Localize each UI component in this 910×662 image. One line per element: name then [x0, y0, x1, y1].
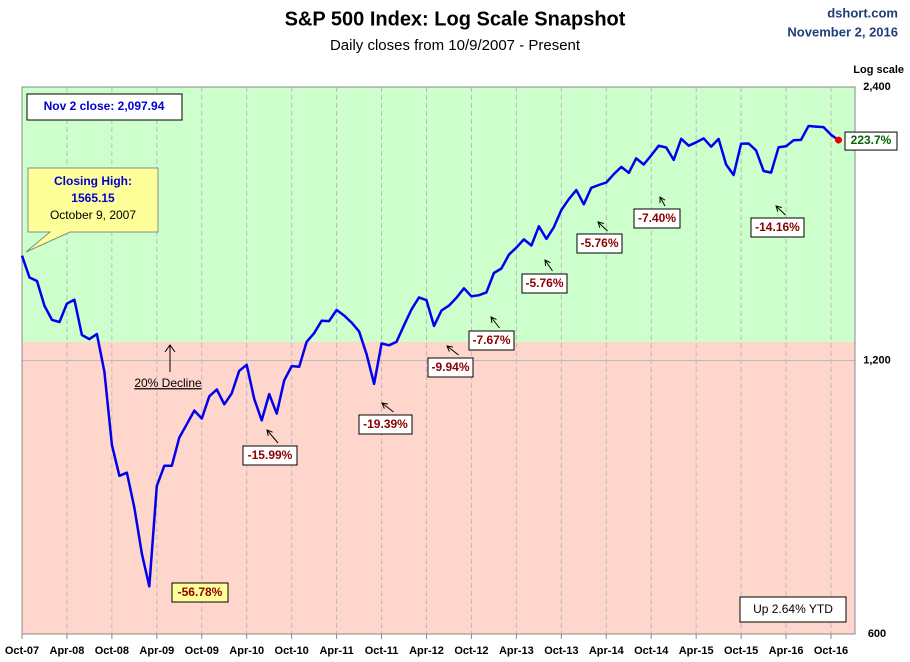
end-point [834, 136, 842, 144]
drawdown-box [576, 233, 623, 254]
drawdown-label: -7.40% [638, 211, 676, 225]
x-tick-label: Apr-09 [139, 645, 174, 657]
end-label: 223.7% [851, 133, 892, 147]
x-tick-label: Apr-15 [679, 645, 714, 657]
end-box [844, 131, 898, 151]
x-tick-label: Apr-10 [229, 645, 264, 657]
plot-frame [21, 86, 856, 635]
drawdown-box [521, 273, 568, 294]
chart-title: S&P 500 Index: Log Scale Snapshot [285, 8, 626, 30]
x-tick-label: Apr-12 [409, 645, 444, 657]
high-note: 1565.15 [71, 191, 115, 205]
source: dshort.com [827, 5, 898, 20]
x-tick-label: Oct-09 [185, 645, 219, 657]
drawdown-box [633, 208, 681, 229]
drawdown-label: -56.78% [178, 585, 223, 599]
below-zone [22, 342, 855, 634]
ytd-note: Up 2.64% YTD [753, 602, 833, 616]
drawdown-box [750, 217, 805, 238]
drawdown-box [171, 582, 229, 603]
x-tick-label: Oct-07 [5, 645, 39, 657]
x-tick-label: Oct-08 [95, 645, 129, 657]
high-note: October 9, 2007 [50, 208, 136, 222]
price-line [20, 124, 840, 588]
drawdown-arrow [544, 259, 553, 272]
x-tick-label: Apr-13 [499, 645, 534, 657]
ytd-box [739, 596, 847, 623]
scale-label: Log scale [853, 64, 904, 76]
drawdown-label: -14.16% [755, 220, 800, 234]
drawdown-arrow [775, 205, 786, 216]
drawdown-arrow [446, 345, 459, 356]
x-tick-label: Apr-16 [769, 645, 804, 657]
high-note: Closing High: [54, 174, 132, 188]
drawdown-label: -7.67% [472, 333, 510, 347]
y-tick-label: 600 [868, 628, 886, 640]
decline-arrow [164, 344, 176, 372]
close-box [26, 93, 183, 121]
x-tick-label: Oct-13 [544, 645, 578, 657]
drawdown-arrow [659, 196, 666, 207]
drawdown-box [242, 445, 298, 466]
x-tick-label: Oct-11 [365, 645, 399, 657]
drawdown-arrow [266, 429, 279, 444]
above-zone [22, 87, 855, 342]
x-tick-label: Apr-11 [319, 645, 353, 657]
x-tick-label: Oct-10 [275, 645, 309, 657]
decline-note: 20% Decline [134, 376, 202, 390]
y-tick-label: 1,200 [863, 354, 891, 366]
x-tick-label: Oct-14 [634, 645, 669, 657]
drawdown-arrow [597, 221, 608, 232]
drawdown-box [358, 414, 413, 435]
high-callout [25, 167, 159, 253]
y-tick-label: 2,400 [863, 81, 891, 93]
drawdown-label: -9.94% [431, 360, 469, 374]
drawdown-arrow [381, 402, 394, 413]
close-note: Nov 2 close: 2,097.94 [44, 99, 165, 113]
date: November 2, 2016 [787, 24, 898, 39]
chart-subtitle: Daily closes from 10/9/2007 - Present [330, 37, 581, 54]
drawdown-label: -5.76% [580, 236, 618, 250]
drawdown-arrow [490, 316, 500, 329]
x-tick-label: Apr-08 [50, 645, 85, 657]
x-tick-label: Oct-12 [454, 645, 488, 657]
x-tick-label: Oct-16 [814, 645, 848, 657]
drawdown-box [468, 330, 515, 351]
drawdown-label: -19.39% [363, 417, 408, 431]
drawdown-label: -15.99% [248, 448, 293, 462]
x-tick-label: Oct-15 [724, 645, 758, 657]
drawdown-label: -5.76% [525, 276, 563, 290]
drawdown-box [427, 357, 474, 378]
x-tick-label: Apr-14 [589, 645, 625, 657]
